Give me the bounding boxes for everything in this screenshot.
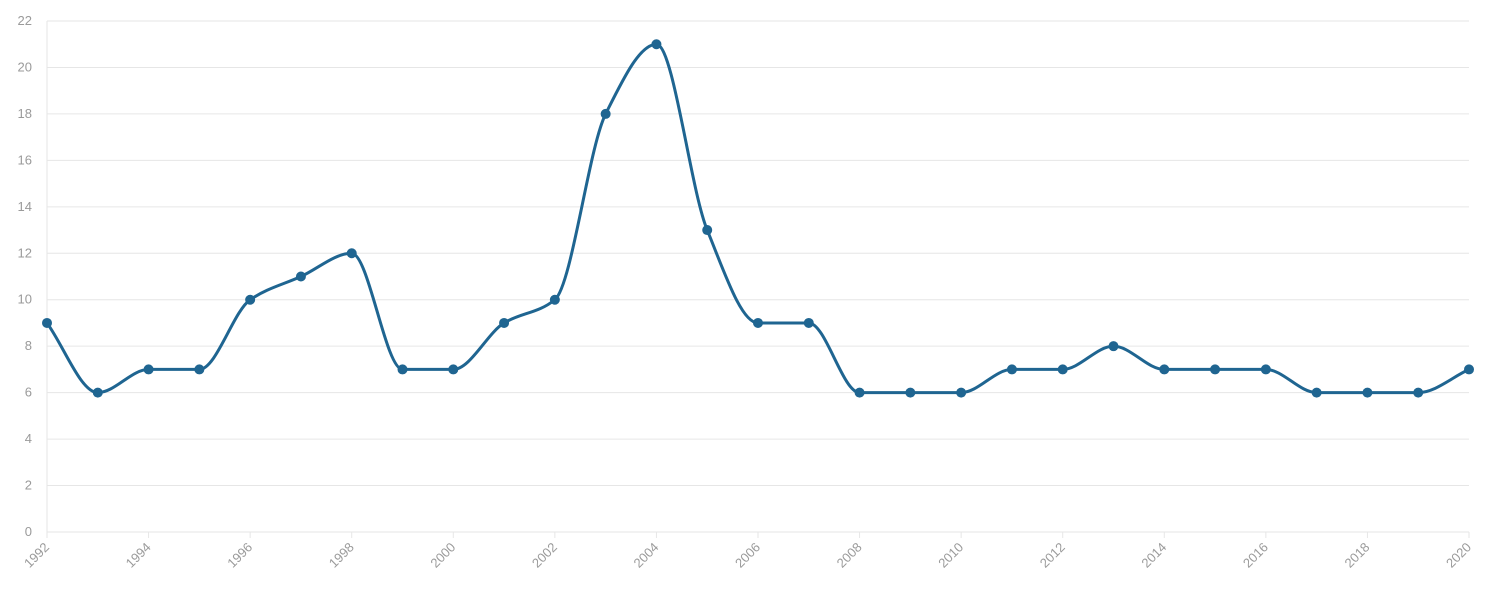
data-point[interactable] [803,317,814,328]
series-line [45,42,1471,395]
y-tick-label: 14 [18,199,32,214]
y-tick-label: 18 [18,106,32,121]
data-point[interactable] [1057,364,1068,375]
data-point[interactable] [1159,364,1170,375]
data-point[interactable] [42,317,52,328]
data-point[interactable] [448,364,459,375]
x-tick-label: 1994 [123,540,154,571]
data-point[interactable] [600,108,611,119]
x-tick-label: 2012 [1037,540,1068,571]
data-point[interactable] [92,387,103,398]
x-tick-label: 2000 [427,540,458,571]
data-point[interactable] [499,317,510,328]
x-tick-label: 2004 [630,540,661,571]
y-tick-label: 6 [25,385,32,400]
data-point[interactable] [1413,387,1424,398]
y-tick-label: 4 [25,431,32,446]
y-tick-label: 16 [18,152,32,167]
data-point[interactable] [1260,364,1271,375]
x-tick-label: 2020 [1443,540,1474,571]
data-point[interactable] [1464,364,1474,375]
x-tick-label: 2008 [834,540,865,571]
point-layer [42,39,1474,398]
x-tick-label: 2002 [529,540,560,571]
axis-layer: 0 2 4 6 8 10 12 14 16 18 20 22 1992 1994 1996 1998 2000 2… [18,13,1475,571]
y-tick-label: 22 [18,13,32,28]
y-tick-label: 8 [25,338,32,353]
data-point[interactable] [905,387,916,398]
data-point[interactable] [1210,364,1221,375]
data-point[interactable] [1311,387,1322,398]
x-tick-label: 2010 [935,540,966,571]
data-point[interactable] [397,364,408,375]
data-point[interactable] [245,294,256,305]
data-point[interactable] [549,294,560,305]
x-tick-label: 2006 [732,540,763,571]
data-point[interactable] [854,387,865,398]
data-point[interactable] [956,387,967,398]
y-tick-label: 10 [18,292,32,307]
data-point[interactable] [1108,341,1119,352]
data-point[interactable] [702,225,713,236]
y-tick-label: 0 [25,524,32,539]
data-point[interactable] [1006,364,1017,375]
x-tick-label: 1992 [21,540,52,571]
series-layer [45,42,1471,395]
data-point[interactable] [295,271,306,282]
data-point[interactable] [194,364,205,375]
x-tick-label: 2018 [1341,540,1372,571]
data-point[interactable] [753,317,763,328]
grid-layer [47,20,1469,533]
data-point[interactable] [143,364,154,375]
data-point[interactable] [1362,387,1373,398]
y-tick-label: 12 [18,245,32,260]
y-tick-label: 20 [18,59,32,74]
x-tick-label: 2016 [1240,540,1271,571]
data-point[interactable] [651,39,662,50]
x-tick-label: 1996 [224,540,255,571]
y-tick-label: 2 [25,478,32,493]
data-point[interactable] [346,248,357,259]
x-tick-label: 2014 [1138,540,1169,571]
x-tick-label: 1998 [326,540,357,571]
